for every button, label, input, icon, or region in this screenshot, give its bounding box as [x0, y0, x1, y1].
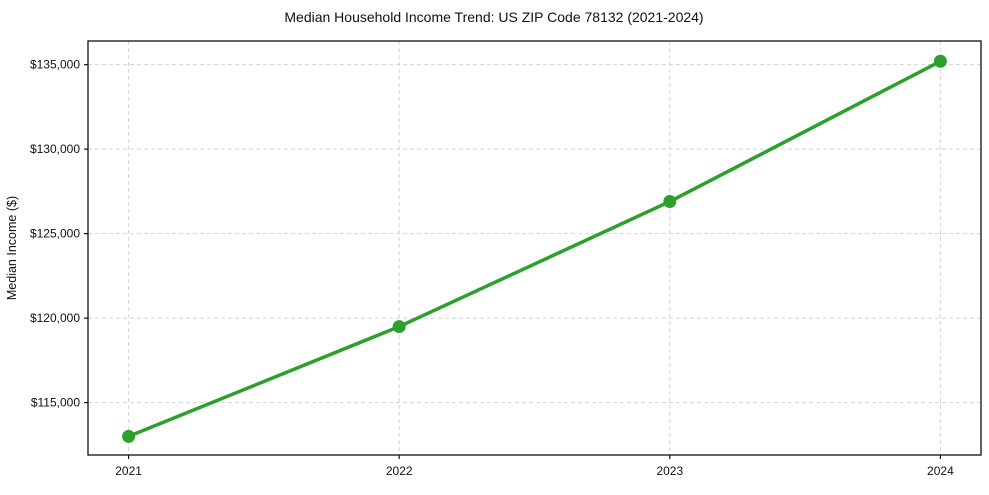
y-tick-label: $115,000	[31, 396, 80, 410]
data-point-marker	[392, 320, 406, 334]
x-tick-label: 2021	[115, 464, 142, 478]
income-trend-series	[122, 54, 947, 443]
x-tick-label: 2024	[927, 464, 954, 478]
y-tick-label: $125,000	[30, 227, 80, 241]
axis-ticks: $115,000 $120,000 $125,000 $130,000 $135,000…	[30, 58, 954, 478]
data-point-marker	[933, 54, 947, 68]
y-axis-label: Median Income ($)	[5, 196, 19, 300]
y-tick-label: $130,000	[30, 142, 80, 156]
trend-line	[126, 59, 943, 439]
data-point-marker	[663, 195, 677, 209]
gridlines	[88, 41, 981, 455]
y-tick-label: $120,000	[30, 311, 80, 325]
x-tick-label: 2022	[386, 464, 413, 478]
data-point-marker	[122, 429, 136, 443]
chart-title: Median Household Income Trend: US ZIP Co…	[284, 9, 703, 25]
plot-frame	[87, 40, 982, 456]
y-tick-label: $135,000	[30, 58, 80, 72]
x-tick-label: 2023	[656, 464, 683, 478]
